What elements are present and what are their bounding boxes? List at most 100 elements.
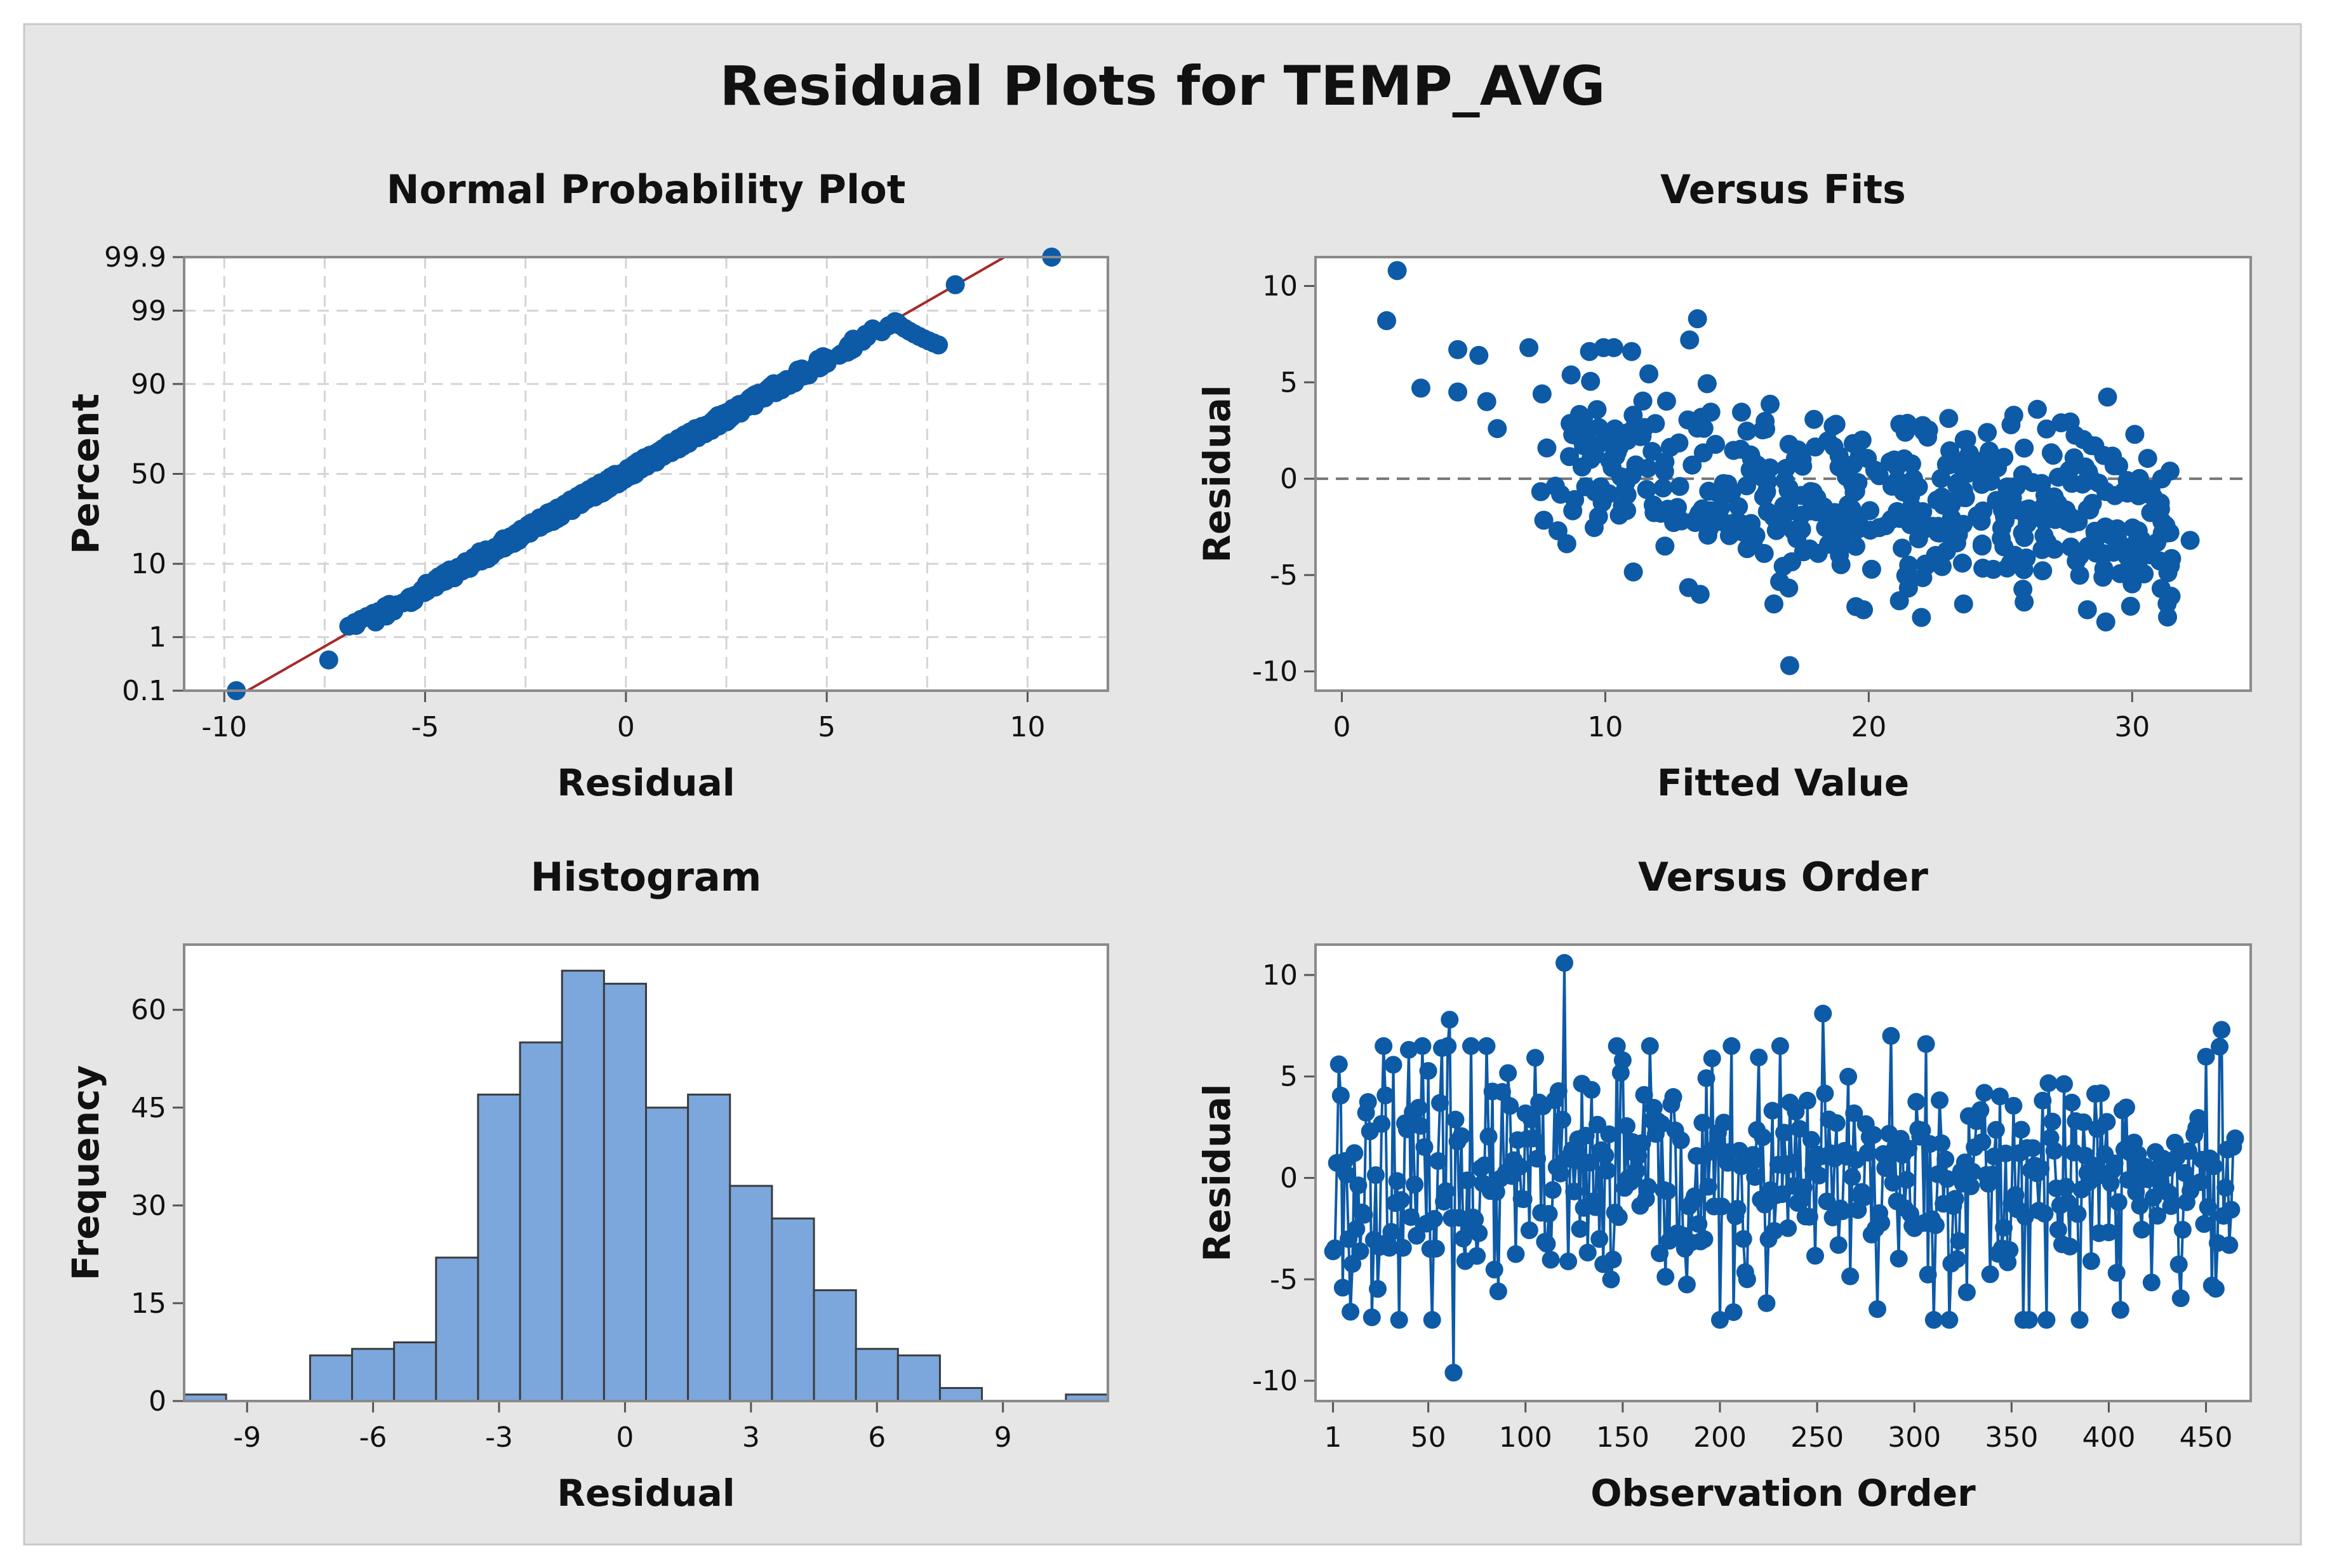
order-point (1476, 1156, 1494, 1174)
fits-point (1898, 578, 1918, 598)
order-point (1413, 1037, 1432, 1055)
order-point (1802, 1131, 1820, 1149)
order-point (2197, 1047, 2215, 1066)
normal-xlabel: Residual (557, 761, 735, 804)
fits-point (1899, 555, 1919, 575)
order-point (1734, 1230, 1752, 1248)
fits-title: Versus Fits (1660, 166, 1906, 213)
fits-point (2157, 594, 2177, 613)
histogram-bar (435, 1256, 479, 1402)
fits-point (1779, 495, 1799, 514)
fits-point (1690, 585, 1710, 604)
order-point (1644, 1099, 1663, 1117)
fits-point (2044, 540, 2064, 559)
normal-ytick-label: 90 (131, 368, 166, 401)
histogram-bar (645, 1106, 690, 1402)
normal-point (863, 319, 883, 339)
order-point (1672, 1131, 1690, 1150)
order-point (1693, 1113, 1712, 1132)
fits-xtick-label: 10 (1587, 711, 1623, 743)
order-point (1608, 1037, 1626, 1055)
order-point (1651, 1244, 1669, 1263)
fits-point (1531, 482, 1550, 502)
fits-point (1705, 434, 1725, 454)
order-point (1926, 1216, 1945, 1235)
histogram-title: Histogram (531, 854, 762, 900)
order-point (1524, 1129, 1542, 1148)
fits-point (1724, 441, 1743, 460)
order-point (1818, 1192, 1836, 1211)
fits-point (1947, 533, 1966, 553)
fits-point (2098, 387, 2117, 407)
order-point (2211, 1037, 2229, 1056)
order-point (2055, 1075, 2074, 1093)
normal-ytick-label: 0.1 (122, 675, 166, 707)
order-point (2206, 1280, 2225, 1298)
fits-point (2143, 487, 2163, 507)
order-point (2001, 1241, 2019, 1259)
order-point (1798, 1091, 1816, 1110)
fits-point (2138, 449, 2157, 468)
order-point (1462, 1037, 1480, 1055)
histogram-bar (561, 969, 605, 1402)
order-point (2043, 1112, 2062, 1131)
fits-point (1824, 437, 1844, 456)
fits-point (1655, 536, 1675, 556)
order-point (1439, 1037, 1457, 1055)
order-point (1907, 1093, 1926, 1111)
order-point (1380, 1239, 1399, 1257)
order-point (1493, 1083, 1511, 1101)
fits-point (1842, 499, 1862, 519)
order-point (1783, 1153, 1801, 1172)
order-point (1373, 1115, 1391, 1133)
order-point (1444, 1364, 1463, 1382)
order-point (1466, 1210, 1484, 1228)
fits-point (2032, 474, 2051, 493)
order-point (1514, 1190, 1533, 1209)
order-point (1699, 1178, 1717, 1196)
order-point (2216, 1178, 2235, 1197)
fits-point (1826, 415, 1846, 434)
order-point (2142, 1273, 2161, 1292)
order-xtick-label: 150 (1596, 1421, 1649, 1454)
order-point (1790, 1120, 1809, 1138)
fits-point (2121, 597, 2140, 616)
order-point (1337, 1166, 1356, 1184)
order-point (1897, 1171, 1915, 1189)
order-point (1411, 1117, 1430, 1135)
fits-point (2005, 545, 2025, 565)
normal-ytick-label: 10 (131, 548, 166, 580)
order-point (1604, 1251, 1622, 1269)
fits-point (1707, 482, 1726, 502)
order-point (2105, 1154, 2124, 1173)
order-point (1997, 1144, 2015, 1162)
order-point (1382, 1223, 1401, 1241)
order-point (2195, 1215, 2213, 1233)
normal-frame (183, 256, 1109, 692)
order-point (1843, 1168, 1862, 1186)
order-point (1878, 1155, 1896, 1173)
order-ylabel: Residual (1196, 1084, 1239, 1261)
order-point (2131, 1197, 2149, 1215)
fits-point (2001, 415, 2021, 435)
fits-xlabel: Fitted Value (1657, 761, 1909, 804)
order-point (1971, 1101, 1990, 1119)
order-point (1600, 1125, 1618, 1143)
order-point (2180, 1142, 2198, 1160)
fits-point (1377, 311, 1397, 331)
fits-point (1387, 261, 1407, 281)
fits-point (2128, 528, 2148, 548)
order-point (1347, 1219, 1366, 1238)
order-point (1406, 1176, 1424, 1194)
order-xlabel: Observation Order (1590, 1472, 1976, 1515)
order-point (1520, 1221, 1538, 1240)
fits-point (1942, 508, 1961, 528)
fits-point (2125, 425, 2145, 444)
normal-xtick-label: -5 (411, 711, 439, 743)
fits-point (2014, 560, 2034, 580)
order-point (1485, 1260, 1503, 1279)
fits-point (1958, 463, 1978, 483)
order-point (1664, 1088, 1682, 1106)
order-point (1919, 1265, 1937, 1284)
histogram-ytick-label: 45 (131, 1092, 166, 1124)
